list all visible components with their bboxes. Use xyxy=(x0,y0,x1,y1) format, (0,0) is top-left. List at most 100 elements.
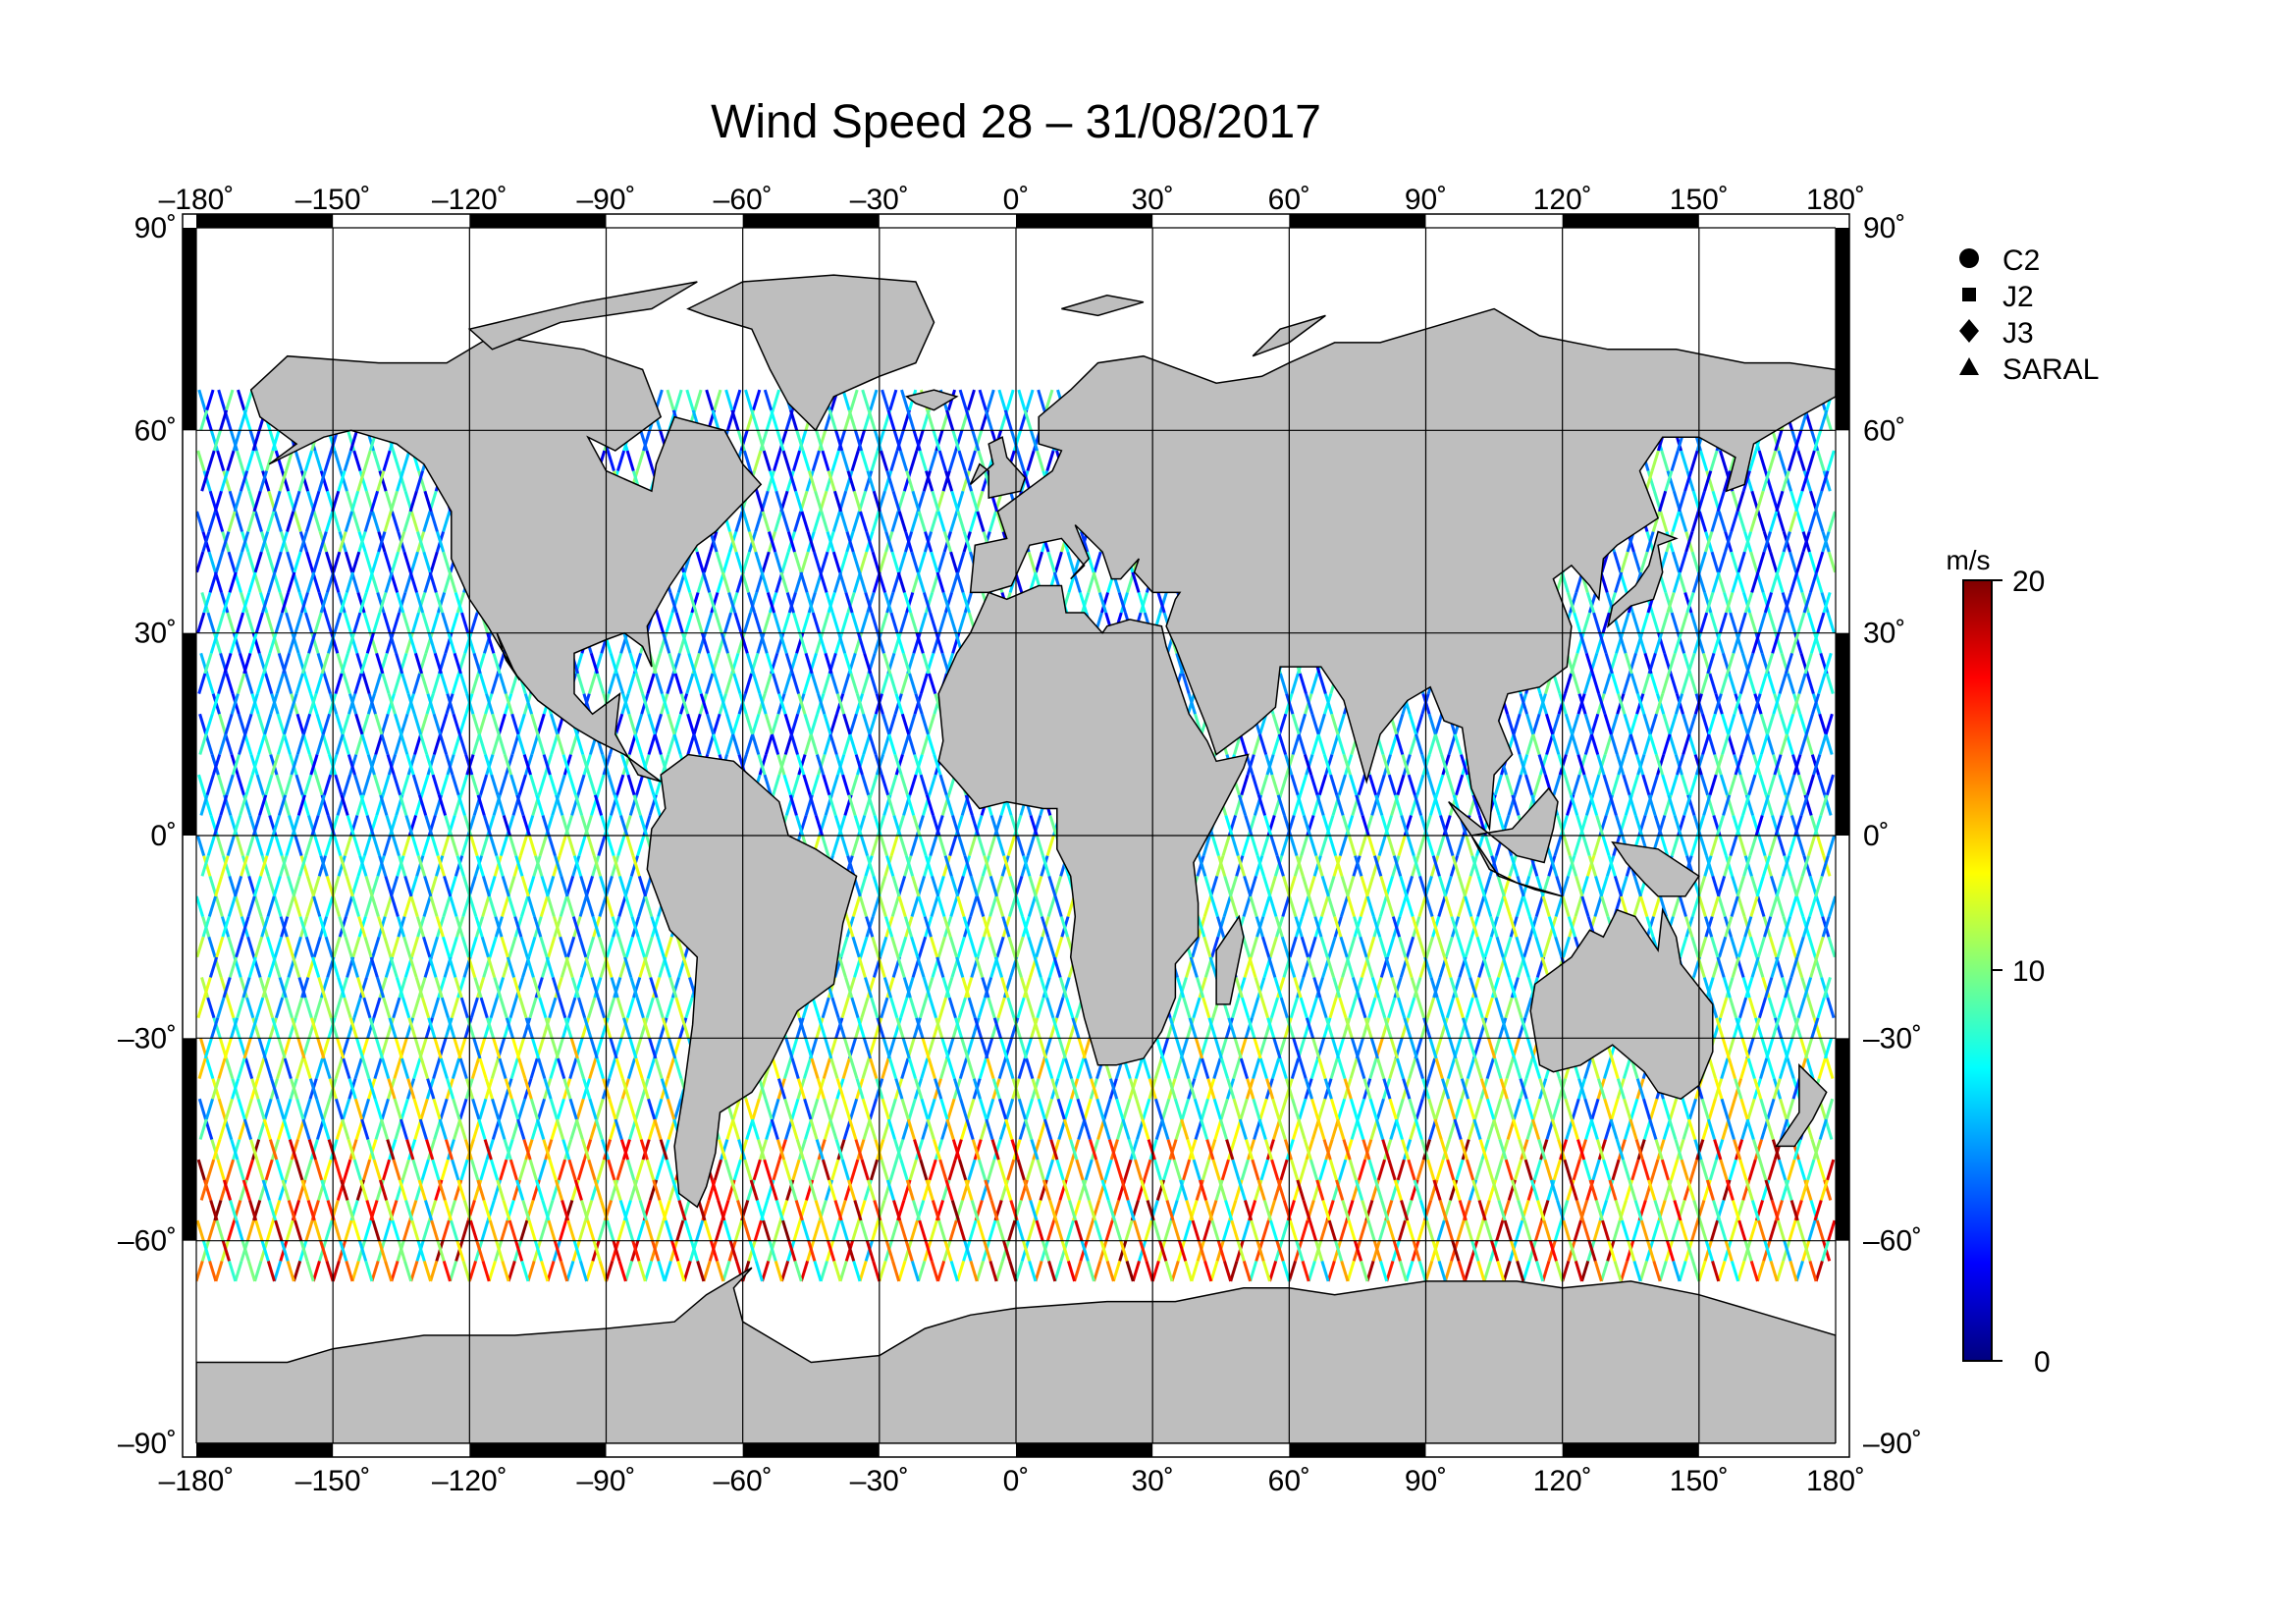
track-segment xyxy=(424,814,434,837)
track-segment xyxy=(294,774,304,796)
track-segment xyxy=(742,612,752,634)
track-segment xyxy=(357,1240,368,1262)
track-segment xyxy=(590,976,600,999)
track-segment xyxy=(795,1139,805,1161)
track-segment xyxy=(793,511,803,532)
track-segment xyxy=(532,855,542,877)
track-segment xyxy=(208,1260,218,1282)
track-segment xyxy=(366,1139,376,1161)
track-segment xyxy=(675,1219,685,1242)
track-segment xyxy=(300,1179,310,1201)
track-segment xyxy=(449,1260,458,1282)
track-segment xyxy=(1795,895,1805,917)
track-segment xyxy=(576,673,586,695)
track-segment xyxy=(645,997,655,1019)
track-segment xyxy=(626,1159,636,1181)
track-segment xyxy=(274,450,284,472)
track-segment xyxy=(1736,895,1746,917)
track-segment xyxy=(232,1139,241,1161)
track-segment xyxy=(654,1057,664,1080)
track-segment xyxy=(280,1240,290,1262)
track-segment xyxy=(527,835,538,857)
track-segment xyxy=(1804,733,1814,755)
track-segment xyxy=(491,1098,501,1120)
track-segment xyxy=(460,612,470,634)
track-segment xyxy=(274,835,284,857)
track-segment xyxy=(436,1240,446,1262)
track-segment xyxy=(1818,713,1828,735)
track-segment xyxy=(849,774,859,796)
track-segment xyxy=(1788,936,1797,958)
map-title: Wind Speed 28 – 31/08/2017 xyxy=(711,96,1321,148)
track-segment xyxy=(468,1219,479,1242)
track-segment xyxy=(744,733,755,755)
track-segment xyxy=(427,632,437,654)
track-segment xyxy=(881,1057,890,1080)
track-segment xyxy=(880,997,889,1019)
track-segment xyxy=(624,895,634,917)
track-segment xyxy=(638,814,649,837)
track-segment xyxy=(803,1098,813,1120)
track-segment xyxy=(578,936,588,958)
track-segment xyxy=(763,673,773,695)
track-segment xyxy=(334,774,344,796)
track-segment xyxy=(244,673,254,695)
track-segment xyxy=(565,895,575,917)
track-segment xyxy=(822,1057,831,1080)
track-segment xyxy=(569,733,579,755)
track-segment xyxy=(371,1219,381,1242)
track-segment xyxy=(823,733,832,755)
track-segment xyxy=(811,1159,821,1181)
track-segment xyxy=(520,875,530,897)
track-segment xyxy=(422,895,432,917)
track-segment xyxy=(432,1057,442,1080)
track-segment xyxy=(523,1078,533,1100)
track-segment xyxy=(605,1260,614,1282)
track-segment xyxy=(506,956,516,978)
track-segment xyxy=(1796,1159,1807,1181)
track-segment xyxy=(1680,450,1689,472)
track-segment xyxy=(588,1057,598,1080)
track-segment xyxy=(596,1159,606,1181)
track-segment xyxy=(1081,591,1091,614)
track-segment xyxy=(241,1179,251,1201)
track-segment xyxy=(339,470,348,492)
track-segment xyxy=(889,1219,900,1242)
track-segment xyxy=(644,936,654,958)
track-segment xyxy=(1776,895,1786,917)
track-segment xyxy=(393,713,403,735)
track-segment xyxy=(1683,591,1693,614)
track-segment xyxy=(801,612,811,634)
track-segment xyxy=(327,1017,337,1039)
track-segment xyxy=(656,1219,666,1242)
track-segment xyxy=(380,1118,390,1140)
track-segment xyxy=(332,936,342,958)
track-segment xyxy=(612,855,621,877)
track-segment xyxy=(623,956,633,978)
track-segment xyxy=(967,450,977,472)
track-segment xyxy=(821,612,830,634)
track-segment xyxy=(483,1017,493,1039)
track-segment xyxy=(371,936,381,958)
track-segment xyxy=(245,997,255,1019)
track-segment xyxy=(500,1219,509,1242)
track-segment xyxy=(434,591,445,614)
track-segment xyxy=(332,895,342,917)
track-segment xyxy=(230,1139,240,1161)
track-segment xyxy=(576,774,586,796)
track-segment xyxy=(235,835,244,857)
track-segment xyxy=(400,673,410,695)
track-segment xyxy=(313,835,323,857)
track-segment xyxy=(1815,511,1825,532)
track-segment xyxy=(556,1098,565,1120)
track-segment xyxy=(605,895,614,917)
track-segment xyxy=(395,652,404,675)
track-segment xyxy=(552,855,561,877)
track-segment xyxy=(1741,591,1752,614)
track-segment xyxy=(1737,835,1747,857)
track-segment xyxy=(373,673,383,695)
track-segment xyxy=(518,835,529,857)
track-segment xyxy=(769,1179,778,1201)
track-segment xyxy=(275,774,285,796)
track-segment xyxy=(951,1017,961,1039)
